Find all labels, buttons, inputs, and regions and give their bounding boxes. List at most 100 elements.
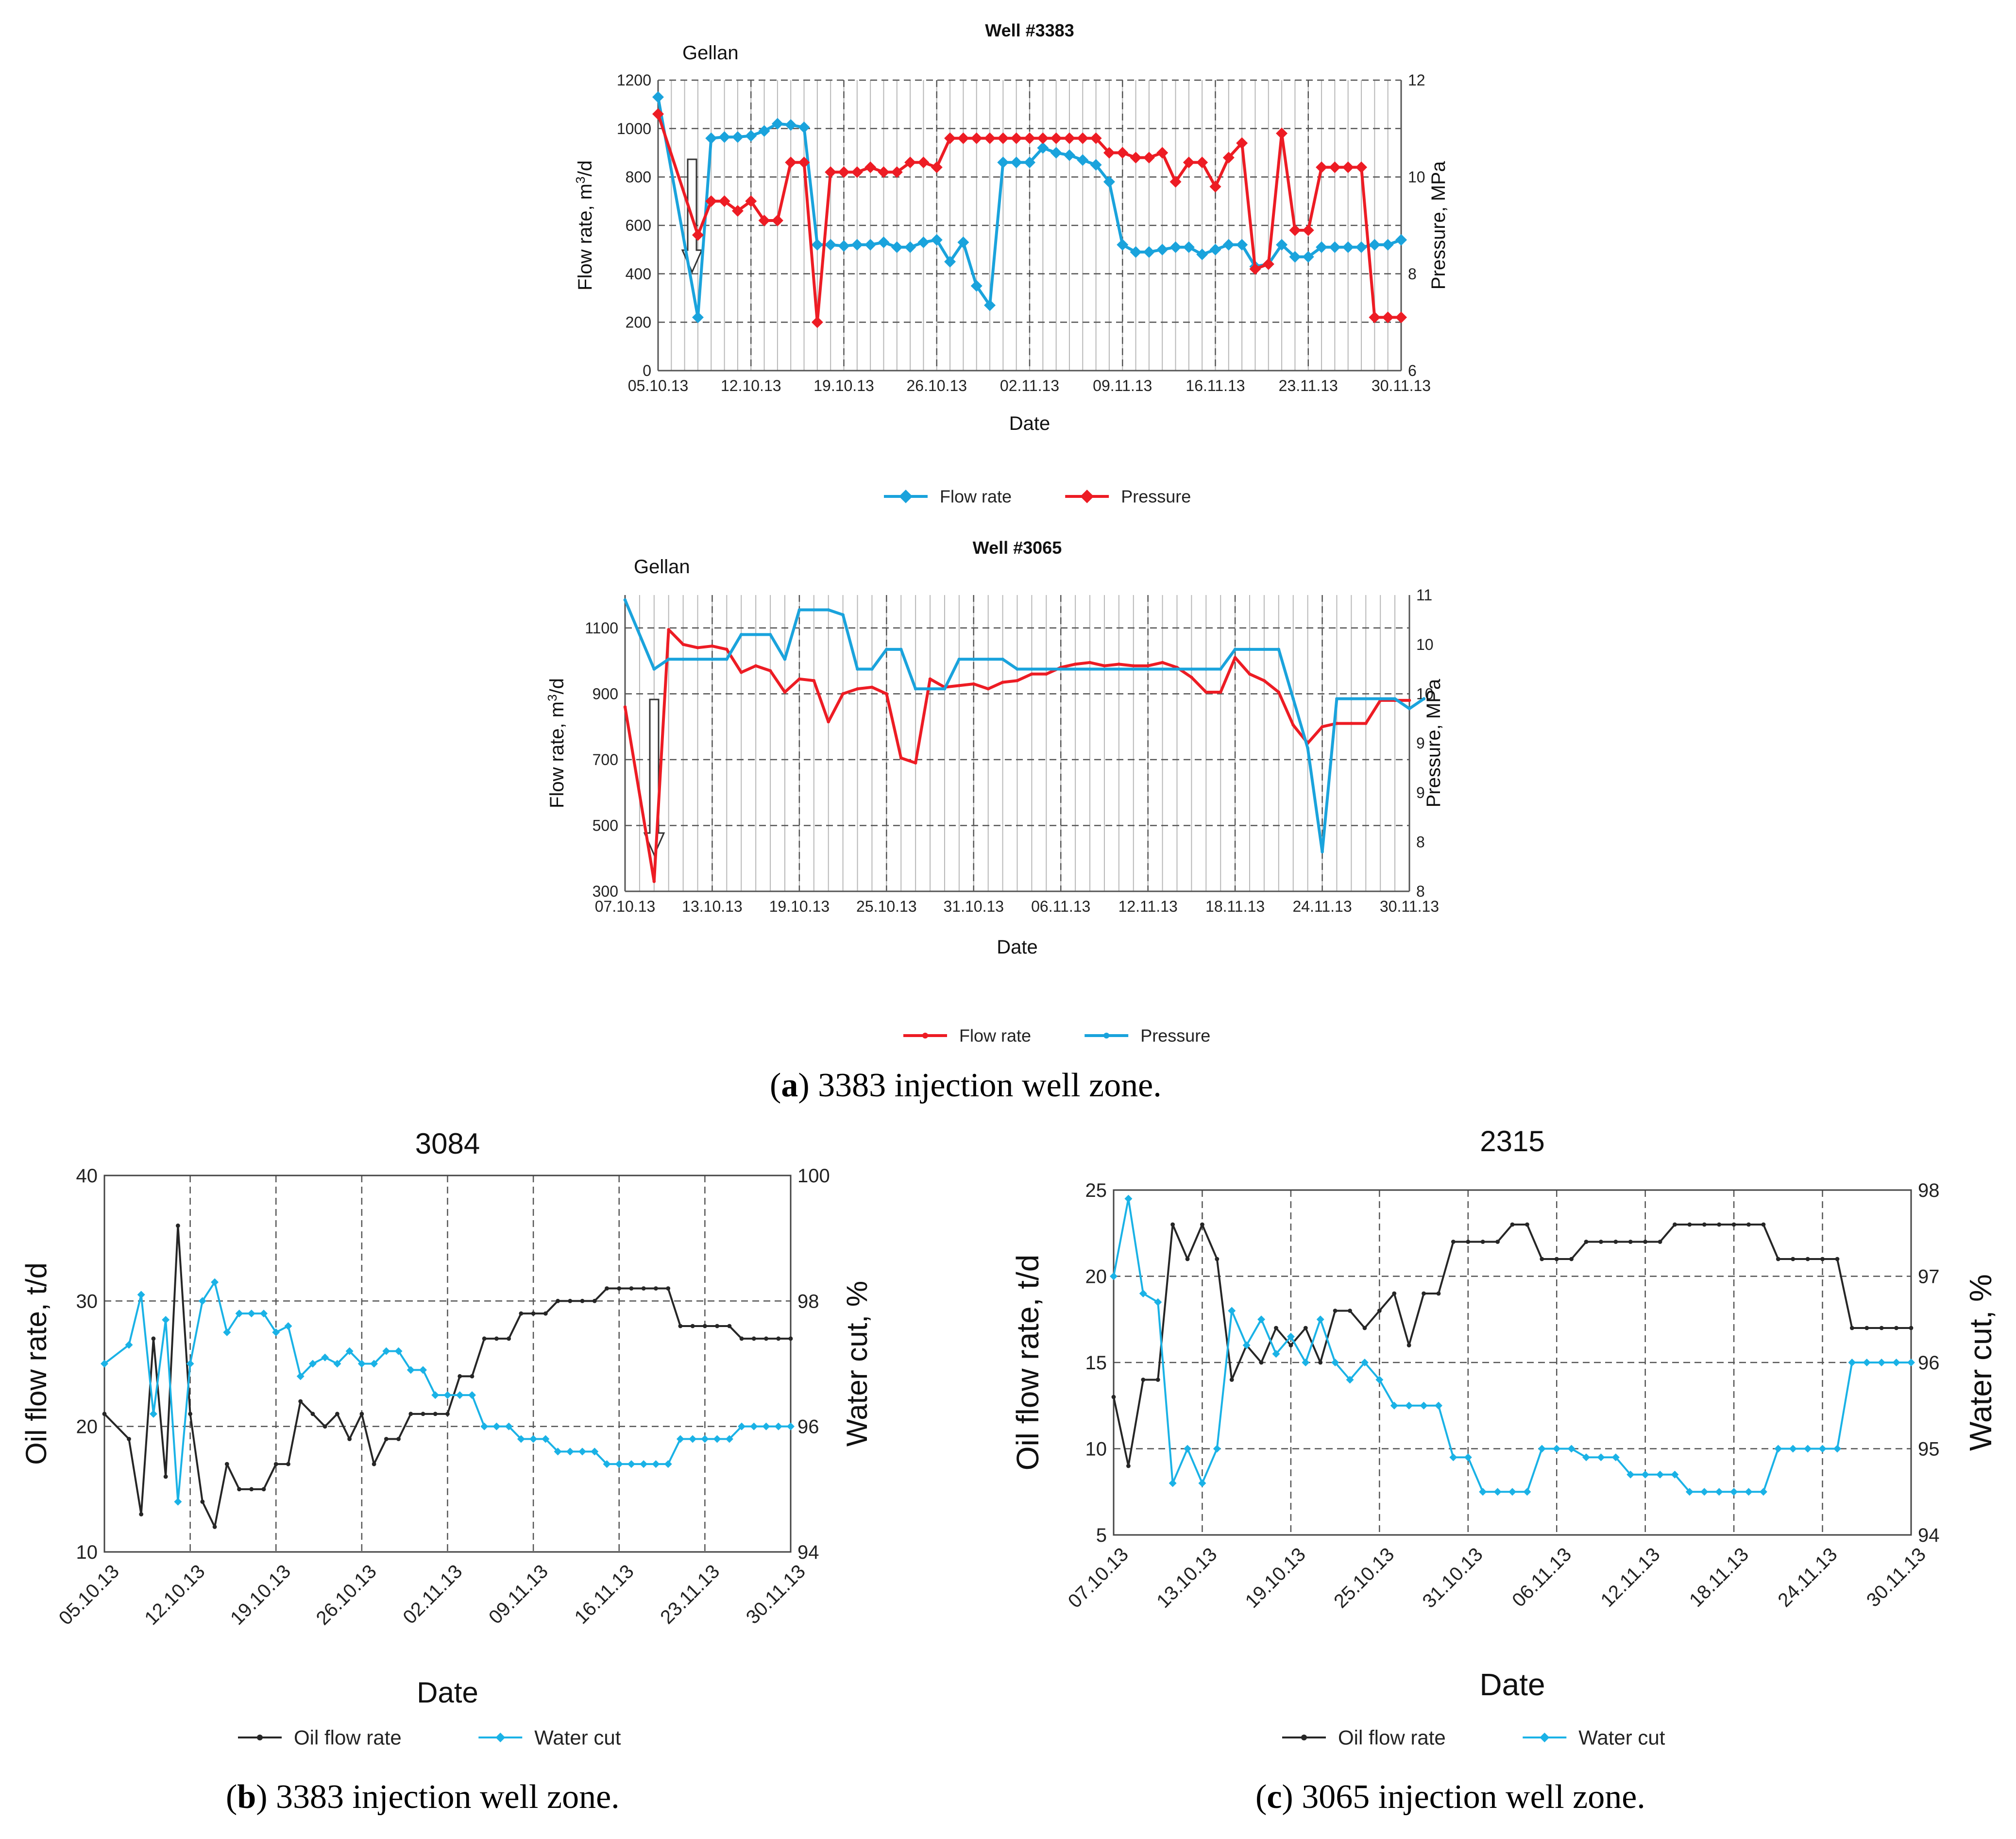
data-point — [681, 643, 685, 646]
data-point — [1329, 241, 1341, 253]
data-point — [1222, 238, 1235, 251]
data-point — [1130, 152, 1142, 164]
data-point — [986, 657, 990, 661]
data-point — [1242, 1341, 1251, 1349]
legend-label: Pressure — [1121, 487, 1191, 507]
data-point — [825, 238, 837, 251]
data-point — [1288, 1343, 1293, 1347]
data-point — [1257, 1315, 1266, 1324]
x-tick-label: 23.11.13 — [1279, 377, 1338, 394]
data-point — [174, 1498, 182, 1506]
data-point — [1892, 1359, 1900, 1366]
data-point — [1213, 1445, 1221, 1453]
data-point — [1393, 697, 1397, 700]
data-point — [457, 1374, 462, 1379]
data-point — [1103, 176, 1115, 188]
data-point — [615, 1460, 623, 1468]
data-point — [1262, 258, 1274, 270]
data-point — [1183, 241, 1195, 253]
y-tick-label-left: 5 — [1096, 1525, 1107, 1546]
data-point — [870, 667, 874, 671]
x-axis-label: Date — [997, 937, 1038, 958]
y-axis-label-right: Water cut, % — [841, 1281, 873, 1447]
data-point — [1233, 656, 1237, 660]
data-point — [1215, 1257, 1220, 1261]
data-point — [811, 316, 823, 328]
data-point — [1016, 667, 1019, 671]
data-point — [1306, 746, 1309, 750]
data-point — [1126, 1464, 1131, 1468]
data-point — [1010, 132, 1022, 144]
data-point — [1395, 234, 1407, 246]
data-point — [188, 1412, 193, 1416]
y-tick-label-left: 10 — [1085, 1439, 1107, 1460]
data-point — [997, 156, 1009, 169]
data-point — [1249, 263, 1261, 275]
y-tick-label-right: 96 — [797, 1416, 819, 1438]
data-point — [1776, 1257, 1780, 1261]
data-point — [970, 132, 983, 144]
data-point — [333, 1360, 341, 1368]
data-point — [1730, 1488, 1738, 1496]
data-point — [1350, 697, 1353, 700]
data-point — [1525, 1222, 1529, 1227]
y-tick-label-left: 1000 — [617, 120, 651, 137]
data-point — [1480, 1240, 1485, 1244]
data-point — [372, 1462, 376, 1466]
data-point — [308, 1360, 317, 1368]
x-tick-label: 16.11.13 — [1186, 377, 1245, 394]
chart3: 10 20 30 40 94 96 98 100 05.10.13 12.10.13 19.10.1… — [20, 1127, 873, 1749]
y-tick-label-right: 8 — [1416, 883, 1425, 900]
data-point — [186, 1360, 194, 1368]
data-point — [470, 1374, 474, 1379]
data-point — [957, 657, 961, 661]
data-point — [1077, 132, 1089, 144]
data-point — [785, 156, 797, 169]
data-point — [851, 166, 863, 178]
data-point — [825, 166, 837, 178]
data-point — [986, 687, 990, 691]
x-axis-label: Date — [417, 1676, 478, 1709]
data-point — [1030, 672, 1033, 676]
data-point — [702, 1324, 707, 1328]
data-point — [1318, 1360, 1323, 1365]
data-point — [1863, 1359, 1871, 1366]
data-point — [783, 657, 787, 661]
data-point — [754, 633, 758, 636]
x-tick-label: 25.10.13 — [856, 898, 917, 915]
data-point — [1050, 147, 1062, 159]
data-point — [771, 118, 783, 130]
legend-entry: Water cut — [478, 1726, 621, 1749]
x-axis-label: Date — [1009, 413, 1050, 434]
data-point — [725, 657, 728, 661]
data-point — [1222, 152, 1235, 164]
x-tick-label: 25.10.13 — [1330, 1544, 1398, 1612]
data-point — [223, 1328, 231, 1336]
x-tick-label: 19.10.13 — [769, 898, 830, 915]
data-point — [739, 1336, 744, 1341]
y-tick-label-left: 600 — [626, 217, 651, 234]
data-point — [718, 131, 730, 143]
data-point — [1407, 698, 1411, 702]
data-point — [1102, 667, 1106, 671]
data-point — [1390, 1401, 1398, 1410]
data-point — [652, 108, 664, 120]
data-point — [1510, 1222, 1515, 1227]
data-point — [1154, 1298, 1162, 1306]
data-point — [1124, 1194, 1133, 1203]
data-point — [1219, 690, 1222, 694]
x-tick-label: 07.10.13 — [595, 898, 656, 915]
data-point — [838, 166, 850, 178]
data-point — [705, 132, 717, 144]
data-point — [1277, 690, 1281, 694]
data-point — [1045, 672, 1048, 676]
data-point — [1878, 1359, 1886, 1366]
x-tick-label: 24.11.13 — [1292, 898, 1352, 915]
x-tick-label: 12.11.13 — [1118, 898, 1178, 915]
data-point — [517, 1435, 525, 1443]
y-tick-label-left: 40 — [76, 1165, 98, 1187]
data-point — [431, 1391, 440, 1399]
series-line-flow-rate — [624, 628, 1409, 883]
y-tick-label-right: 8 — [1408, 265, 1417, 283]
data-point — [1407, 707, 1411, 711]
